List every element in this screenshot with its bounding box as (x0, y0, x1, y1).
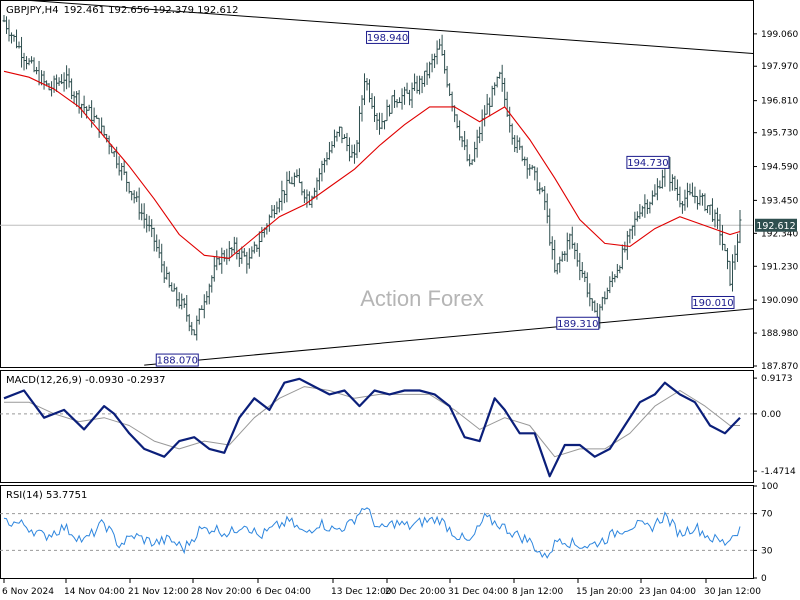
trend-line (144, 308, 754, 366)
price-tick-label: 192.340 (761, 229, 798, 239)
price-bar (738, 210, 742, 244)
price-tick-label: 195.730 (761, 129, 798, 139)
symbol-name: GBPJPY,H4 (6, 5, 59, 16)
time-tick-label: 20 Dec 20:00 (385, 587, 446, 597)
price-tick-label: 188.980 (761, 329, 798, 339)
price-tick-label: 187.870 (761, 362, 798, 372)
rsi-axis: 100 70 30 0 (753, 482, 778, 584)
price-annotation: 198.940 (366, 30, 410, 44)
annotation-label: 188.070 (157, 356, 198, 367)
time-tick-label: 23 Jan 04:00 (639, 587, 696, 597)
price-annotation: 190.010 (691, 295, 735, 309)
rsi-tick-label: 70 (761, 510, 773, 520)
rsi-panel-frame (0, 485, 754, 579)
watermark: Action Forex (360, 286, 484, 311)
macd-tick-label: -1.4714 (761, 467, 796, 477)
time-tick-label: 6 Dec 04:00 (256, 587, 311, 597)
price-annotation: 194.730 (626, 155, 670, 169)
rsi-lines (0, 507, 753, 559)
ohlc-values: 192.461 192.656 192.379 192.612 (64, 5, 239, 16)
trend-line (16, 0, 754, 54)
annotation-box (626, 155, 670, 169)
current-price-tag: 192.612 (755, 218, 797, 232)
annotation-label: 190.010 (692, 298, 733, 309)
time-axis: 6 Nov 2024 14 Nov 04:00 21 Nov 12:00 28 Nov… (2, 578, 761, 597)
time-tick-label: 13 Dec 12:00 (331, 587, 392, 597)
price-tick-label: 191.230 (761, 262, 798, 272)
price-tick-label: 193.450 (761, 196, 798, 206)
annotation-box (691, 295, 735, 309)
price-tick-label: 197.970 (761, 62, 798, 72)
time-tick-label: 6 Nov 2024 (2, 587, 54, 597)
macd-main-line (3, 377, 741, 478)
macd-axis: 0.9173 0.00 -1.4714 (753, 374, 796, 477)
moving-average (3, 70, 741, 259)
rsi-line (3, 507, 741, 559)
macd-title: MACD(12,26,9) -0.0930 -0.2937 (6, 375, 166, 386)
price-annotations: 198.940 188.070 194.730 189.310 190.010 (155, 30, 735, 367)
price-tick-label: 190.090 (761, 296, 798, 306)
annotation-box (556, 316, 600, 330)
moving-average-line (3, 70, 741, 259)
time-tick-label: 15 Jan 20:00 (576, 587, 633, 597)
annotation-label: 189.310 (557, 319, 598, 330)
time-tick-label: 30 Jan 12:00 (704, 587, 761, 597)
time-tick-label: 14 Nov 04:00 (64, 587, 125, 597)
trend-lines (16, 0, 754, 366)
rsi-tick-label: 100 (761, 482, 778, 492)
annotation-label: 198.940 (367, 33, 408, 44)
price-annotation: 188.070 (155, 353, 199, 367)
price-tag-background (755, 218, 797, 232)
time-tick-label: 8 Jan 12:00 (512, 587, 564, 597)
price-annotation: 189.310 (556, 316, 600, 330)
macd-lines (0, 377, 753, 478)
symbol-label: GBPJPY,H4 192.461 192.656 192.379 192.612 (6, 5, 239, 16)
annotation-box (155, 353, 199, 367)
rsi-tick-label: 30 (761, 546, 773, 556)
time-tick-label: 31 Dec 04:00 (448, 587, 509, 597)
annotation-label: 194.730 (627, 158, 668, 169)
macd-signal-line (4, 386, 740, 458)
macd-tick-label: 0.9173 (761, 374, 793, 384)
macd-tick-label: 0.00 (761, 410, 781, 420)
current-price: 192.612 (756, 221, 795, 232)
rsi-title: RSI(14) 53.7751 (6, 490, 87, 501)
annotation-box (366, 30, 410, 44)
price-tick-label: 199.060 (761, 30, 798, 40)
time-tick-label: 28 Nov 20:00 (191, 587, 252, 597)
price-tick-label: 194.590 (761, 163, 798, 173)
macd-panel-frame (0, 370, 754, 483)
price-panel-frame (0, 0, 754, 368)
time-tick-label: 21 Nov 12:00 (128, 587, 189, 597)
price-tick-label: 196.810 (761, 97, 798, 107)
rsi-tick-label: 0 (761, 574, 767, 584)
price-axis: 199.060 197.970 196.810 195.730 194.590 193.4… (753, 30, 798, 372)
